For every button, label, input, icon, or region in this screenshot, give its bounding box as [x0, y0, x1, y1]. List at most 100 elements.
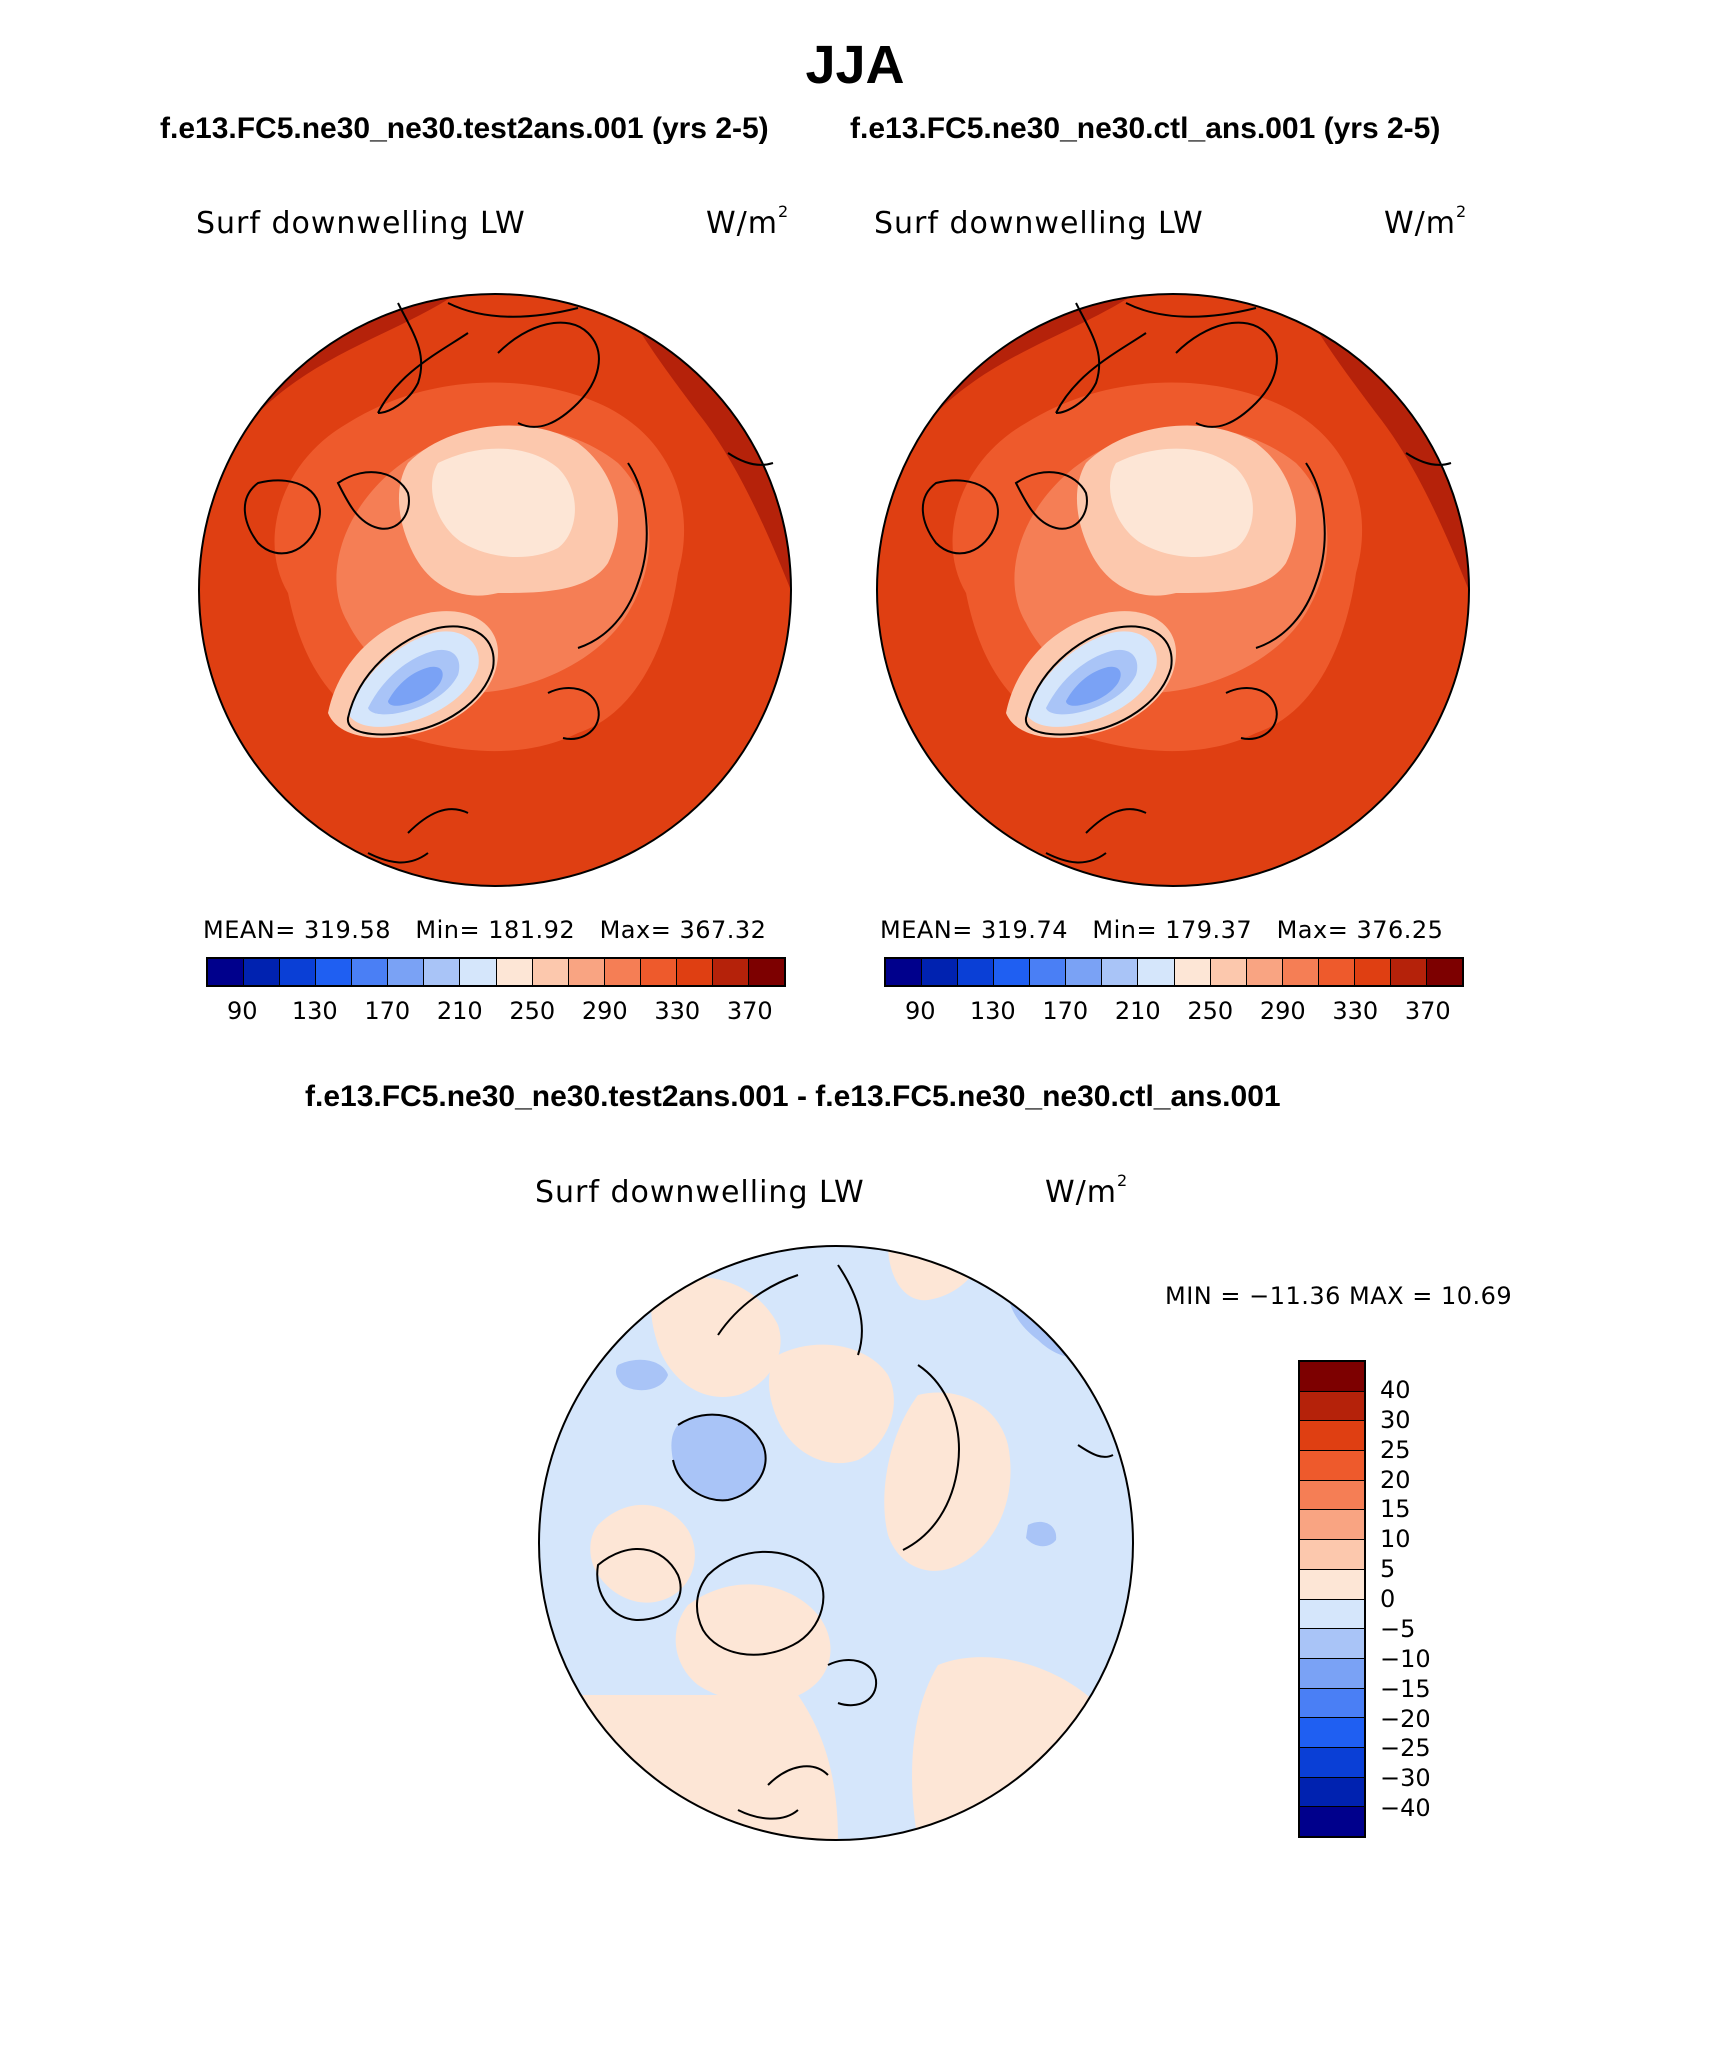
colorbar-swatch [1246, 959, 1283, 985]
colorbar-swatch [886, 959, 923, 985]
colorbar-tick-label: 90 [904, 997, 936, 1025]
test-polar-map [198, 293, 792, 887]
colorbar-swatch [280, 959, 317, 985]
colorbar-tick-label: 330 [654, 997, 701, 1025]
colorbar-tick-label: 330 [1332, 997, 1379, 1025]
colorbar-swatch [388, 959, 425, 985]
colorbar-tick-label: 40 [1380, 1375, 1411, 1404]
colorbar-tick-label: −5 [1380, 1614, 1416, 1643]
colorbar-swatch [994, 959, 1031, 985]
diff-units-label: W/m2 [1045, 1171, 1129, 1210]
test-case-subtitle: f.e13.FC5.ne30_ne30.test2ans.001 (yrs 2-… [160, 112, 769, 145]
colorbar-swatch [676, 959, 713, 985]
colorbar-swatch [1300, 1391, 1364, 1422]
colorbar-swatch [1300, 1480, 1364, 1511]
colorbar-tick-label: 370 [726, 997, 773, 1025]
control-case-subtitle: f.e13.FC5.ne30_ne30.ctl_ans.001 (yrs 2-5… [850, 112, 1441, 145]
colorbar-swatch [1300, 1807, 1364, 1836]
test-stats: MEAN= 319.58 Min= 181.92 Max= 367.32 [203, 916, 767, 944]
colorbar-swatch [1300, 1658, 1364, 1689]
colorbar-tick-label: 20 [1380, 1465, 1411, 1494]
colorbar-swatch [1300, 1569, 1364, 1600]
colorbar-swatch [568, 959, 605, 985]
colorbar-swatch [1066, 959, 1103, 985]
colorbar-swatch [640, 959, 677, 985]
colorbar-swatch [352, 959, 389, 985]
colorbar-swatch [1300, 1540, 1364, 1570]
colorbar-tick-label: 210 [1114, 997, 1161, 1025]
colorbar-tick-label: 170 [1042, 997, 1089, 1025]
colorbar-tick-label: 290 [581, 997, 628, 1025]
colorbar-swatch [1282, 959, 1319, 985]
colorbar-tick-label: 90 [226, 997, 258, 1025]
ctl-stats: MEAN= 319.74 Min= 179.37 Max= 376.25 [880, 916, 1444, 944]
colorbar-swatch [1102, 959, 1139, 985]
colorbar-swatch [1300, 1599, 1364, 1630]
colorbar-swatch [1300, 1718, 1364, 1748]
colorbar-tick-label: 250 [1187, 997, 1234, 1025]
colorbar-tick-label: 0 [1380, 1585, 1396, 1613]
colorbar-tick-label: 370 [1404, 997, 1451, 1025]
colorbar-tick-label: 170 [364, 997, 411, 1025]
colorbar-swatch [604, 959, 641, 985]
colorbar-swatch [316, 959, 353, 985]
colorbar-tick-label: 130 [291, 997, 338, 1025]
colorbar-swatch [244, 959, 281, 985]
colorbar-swatch [496, 959, 533, 985]
colorbar-swatch [1300, 1688, 1364, 1719]
colorbar-swatch [712, 959, 749, 985]
colorbar-swatch [1300, 1421, 1364, 1452]
colorbar-tick-label: −15 [1380, 1674, 1431, 1703]
colorbar-tick-label: 5 [1380, 1555, 1396, 1584]
test-colorbar-ticks: 90 130 170 210 250 290 330 370 [206, 997, 786, 1027]
ctl-polar-map [876, 293, 1470, 887]
colorbar-tick-label: 10 [1380, 1525, 1411, 1554]
colorbar-swatch [1174, 959, 1211, 985]
ctl-variable-label: Surf downwelling LW [874, 206, 1204, 241]
colorbar-tick-label: 25 [1380, 1435, 1411, 1464]
colorbar-swatch [748, 959, 784, 985]
colorbar-swatch [922, 959, 959, 985]
ctl-colorbar [884, 957, 1464, 987]
season-title: JJA [805, 35, 905, 95]
difference-title: f.e13.FC5.ne30_ne30.test2ans.001 - f.e13… [305, 1080, 1281, 1113]
colorbar-tick-label: 210 [436, 997, 483, 1025]
colorbar-tick-label: 15 [1380, 1495, 1411, 1524]
colorbar-swatch [532, 959, 569, 985]
colorbar-tick-label: 290 [1259, 997, 1306, 1025]
colorbar-swatch [1390, 959, 1427, 985]
colorbar-swatch [424, 959, 461, 985]
colorbar-tick-label: −25 [1380, 1734, 1431, 1763]
test-units-label: W/m2 [706, 202, 790, 241]
colorbar-tick-label: −20 [1380, 1704, 1431, 1733]
test-variable-label: Surf downwelling LW [196, 206, 526, 241]
colorbar-swatch [1300, 1629, 1364, 1659]
ctl-units-label: W/m2 [1384, 202, 1468, 241]
diff-variable-label: Surf downwelling LW [535, 1175, 865, 1210]
colorbar-tick-label: −10 [1380, 1644, 1431, 1673]
difference-colorbar [1298, 1360, 1366, 1838]
colorbar-swatch [460, 959, 497, 985]
colorbar-tick-label: 30 [1380, 1405, 1411, 1434]
colorbar-swatch [1138, 959, 1175, 985]
difference-polar-map [538, 1245, 1134, 1841]
colorbar-swatch [1030, 959, 1067, 985]
colorbar-swatch [1210, 959, 1247, 985]
colorbar-swatch [208, 959, 245, 985]
diff-min-max: MIN = −11.36 MAX = 10.69 [1165, 1282, 1513, 1310]
colorbar-swatch [1354, 959, 1391, 985]
colorbar-swatch [1426, 959, 1462, 985]
colorbar-swatch [1300, 1747, 1364, 1778]
colorbar-swatch [1300, 1362, 1364, 1392]
colorbar-tick-label: −30 [1380, 1764, 1431, 1793]
colorbar-swatch [1318, 959, 1355, 985]
colorbar-tick-label: 130 [969, 997, 1016, 1025]
colorbar-tick-label: −40 [1380, 1794, 1431, 1823]
colorbar-swatch [958, 959, 995, 985]
ctl-colorbar-ticks: 90 130 170 210 250 290 330 370 [884, 997, 1464, 1027]
colorbar-swatch [1300, 1451, 1364, 1481]
colorbar-tick-label: 250 [509, 997, 556, 1025]
colorbar-swatch [1300, 1510, 1364, 1541]
test-colorbar [206, 957, 786, 987]
colorbar-swatch [1300, 1777, 1364, 1808]
